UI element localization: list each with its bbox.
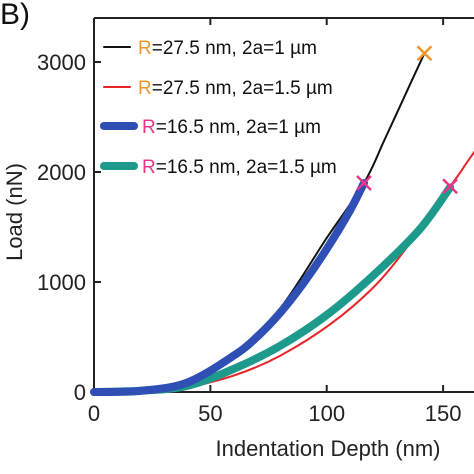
y-axis-title: Load (nN) (2, 163, 27, 261)
y-tick-label: 1000 (37, 270, 86, 295)
x-axis-title: Indentation Depth (nm) (215, 436, 440, 461)
y-tick-label: 2000 (37, 160, 86, 185)
legend-entry: R=16.5 nm, 2a=1 µm (142, 117, 321, 138)
legend-label: =16.5 nm, 2a=1 µm (156, 117, 321, 138)
legend-radius-symbol: R (138, 78, 152, 99)
x-tick-label: 100 (308, 401, 345, 426)
legend-label: =16.5 nm, 2a=1.5 µm (156, 157, 337, 178)
legend-label: =27.5 nm, 2a=1 µm (152, 38, 317, 59)
panel-label: B) (0, 0, 30, 31)
legend-radius-symbol: R (142, 117, 156, 138)
x-marker (356, 175, 372, 191)
x-marker (442, 178, 458, 195)
x-tick-label: 150 (425, 401, 462, 426)
legend: R=27.5 nm, 2a=1 µmR=27.5 nm, 2a=1.5 µmR=… (100, 38, 337, 178)
legend-label: =27.5 nm, 2a=1.5 µm (152, 78, 333, 99)
series-line (90, 179, 368, 396)
x-marker (416, 45, 433, 62)
legend-radius-symbol: R (138, 38, 152, 59)
y-tick-label: 0 (74, 380, 86, 405)
x-tick-label: 50 (198, 401, 222, 426)
series-layer (90, 52, 474, 396)
series-line (94, 150, 474, 392)
marker-layer (356, 45, 458, 195)
y-tick-label: 3000 (37, 50, 86, 75)
x-tick-label: 0 (88, 401, 100, 426)
legend-radius-symbol: R (142, 157, 156, 178)
legend-entry: R=27.5 nm, 2a=1 µm (138, 38, 317, 59)
series-line (94, 52, 426, 392)
series-line (90, 183, 455, 396)
legend-entry: R=27.5 nm, 2a=1.5 µm (138, 78, 333, 99)
axes: 0 50 100 150 0 1000 2000 3000 (37, 17, 474, 426)
legend-entry: R=16.5 nm, 2a=1.5 µm (142, 157, 337, 178)
